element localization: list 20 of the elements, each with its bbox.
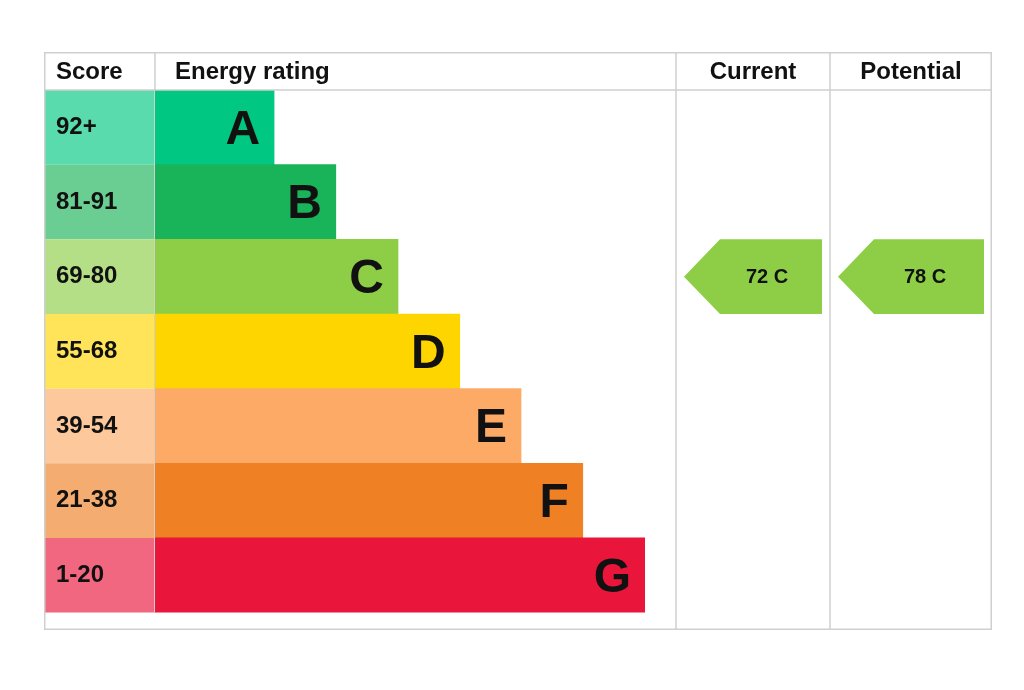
annotation: C <box>349 249 385 303</box>
text: Potential <box>860 56 962 84</box>
y-tick-label: 92+ <box>56 111 97 139</box>
annotation: E <box>475 399 508 453</box>
x-axis-title: Energy rating <box>175 56 330 84</box>
y-tick-label: 1-20 <box>56 559 105 587</box>
annotation: B <box>287 175 322 229</box>
annotation: G <box>593 548 631 602</box>
y-tick-label: 69-80 <box>56 261 118 289</box>
text: Current <box>709 56 797 84</box>
y-tick-label: 21-38 <box>56 485 118 513</box>
annotation: D <box>411 324 446 378</box>
y-axis-title: Score <box>56 56 123 84</box>
text: 78 C <box>903 265 947 288</box>
y-tick-label: 55-68 <box>56 335 118 363</box>
annotation: F <box>539 473 569 527</box>
y-tick-label: 81-91 <box>56 186 118 214</box>
annotation: A <box>225 100 261 154</box>
y-tick-label: 39-54 <box>56 410 119 438</box>
text: 72 C <box>745 265 789 288</box>
